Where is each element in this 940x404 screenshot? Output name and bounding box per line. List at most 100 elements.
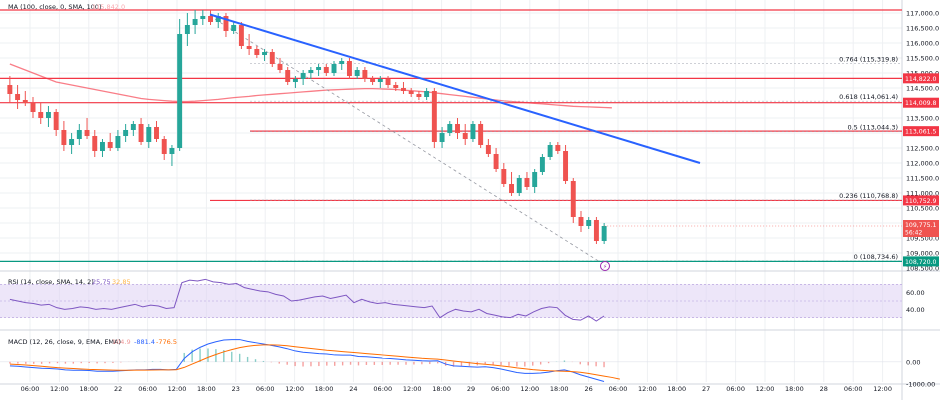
candle-body <box>200 16 206 19</box>
y-tick-label: 114,500.0 <box>906 85 939 93</box>
candle-body <box>300 73 306 79</box>
candle-body <box>323 67 329 73</box>
ma-legend-label: MA (100, close, 0, SMA, 100) <box>8 3 102 11</box>
y-tick-label: 111,500.0 <box>906 175 939 183</box>
last-price-countdown: 56:42 <box>905 230 922 237</box>
x-tick-label: 06:00 <box>726 385 745 393</box>
x-tick-label: 27 <box>702 385 710 393</box>
x-tick-label: 12:00 <box>50 385 69 393</box>
x-tick-label: 06:00 <box>844 385 863 393</box>
macd-legend-label: MACD (12, 26, close, 9, EMA, EMA) <box>8 338 121 346</box>
candle-body <box>462 133 468 139</box>
candle-body <box>393 85 399 88</box>
y-tick-label: 111,000.0 <box>906 190 939 198</box>
x-tick-label: 12:00 <box>285 385 304 393</box>
lightning-icon[interactable] <box>600 261 610 271</box>
price-tag-box <box>903 73 939 84</box>
y-tick-label: 113,500.0 <box>906 115 939 123</box>
x-tick-label: 18:00 <box>667 385 686 393</box>
candle-body <box>563 151 569 181</box>
candle-body <box>177 34 183 148</box>
support-tag-label: 108,720.0 <box>905 259 937 266</box>
candle-body <box>262 52 268 55</box>
rsi-line <box>9 278 605 322</box>
moving-average-line <box>9 63 612 109</box>
fib-level-label: 0.5 (113,044.3) <box>847 124 898 132</box>
candle-body <box>231 25 237 31</box>
candle-body <box>485 145 491 154</box>
candle-body <box>184 25 190 34</box>
price-tag-label: 114,009.8 <box>905 100 937 107</box>
x-tick-label: 06:00 <box>256 385 275 393</box>
rsi-y-tick: 60.00 <box>906 289 925 297</box>
candle-body <box>292 79 298 82</box>
fib-level-label: 0.764 (115,319.8) <box>839 55 898 63</box>
candle-body <box>45 112 51 118</box>
candle-body <box>161 139 167 154</box>
candle-body <box>408 91 414 94</box>
candle-body <box>53 112 59 130</box>
x-tick-label: 12:00 <box>168 385 187 393</box>
rsi-legend-label: RSI (14, close, SMA, 14, 2) <box>8 278 94 286</box>
price-tag-label: 113,061.5 <box>905 129 937 136</box>
candle-body <box>146 127 152 142</box>
candle-body <box>7 85 13 94</box>
x-tick-label: 18:00 <box>315 385 334 393</box>
candle-body <box>22 100 28 103</box>
candle-body <box>61 130 67 145</box>
x-tick-label: 18:00 <box>197 385 216 393</box>
candle-body <box>84 130 90 136</box>
macd-line <box>9 339 605 382</box>
x-tick-label: 06:00 <box>21 385 40 393</box>
candle-body <box>354 70 360 76</box>
candle-body <box>516 178 522 193</box>
candle-body <box>246 46 252 49</box>
rsi-legend-value: 25.75 <box>92 278 111 286</box>
y-tick-label: 108,500.0 <box>906 265 939 273</box>
candle-body <box>208 16 213 22</box>
candle-body <box>586 220 592 226</box>
macd-y-tick: 0.00 <box>906 358 920 366</box>
bearish-trend-line[interactable] <box>209 13 701 164</box>
candle-body <box>277 64 283 70</box>
candle-body <box>92 136 98 151</box>
price-tag-box <box>903 126 939 137</box>
candle-body <box>154 127 159 139</box>
candle-body <box>138 124 144 142</box>
candle-body <box>385 79 391 85</box>
x-tick-label: 18:00 <box>79 385 98 393</box>
candle-body <box>532 172 538 187</box>
candle-body <box>416 94 422 97</box>
candle-body <box>100 142 105 151</box>
price-tag-box <box>903 195 939 206</box>
x-tick-label: 23 <box>232 385 240 393</box>
candle-body <box>339 61 345 64</box>
candle-body <box>439 133 445 142</box>
x-tick-label: 24 <box>349 385 357 393</box>
dashed-trend-line <box>209 15 601 263</box>
candle-body <box>331 64 337 73</box>
candle-body <box>169 148 175 154</box>
candle-body <box>123 130 129 136</box>
last-price-tag-box <box>903 220 939 237</box>
candle-body <box>539 157 545 172</box>
candle-body <box>377 79 383 82</box>
price-tag-label: 110,752.9 <box>905 198 937 205</box>
x-tick-label: 12:00 <box>520 385 539 393</box>
candle-body <box>115 136 121 148</box>
fib-level-label: 0 (108,734.6) <box>854 253 898 261</box>
candle-body <box>223 16 229 31</box>
support-tag-box <box>903 256 939 267</box>
candle-body <box>254 49 260 55</box>
y-tick-label: 109,500.0 <box>906 235 939 243</box>
candle-body <box>424 91 430 97</box>
y-tick-label: 117,000.0 <box>906 10 939 18</box>
rsi-legend-value-sma: 32.85 <box>112 278 131 286</box>
candle-body <box>69 139 75 145</box>
candle-body <box>238 25 244 46</box>
candle-body <box>76 130 82 139</box>
candle-body <box>455 124 460 133</box>
x-tick-label: 29 <box>467 385 475 393</box>
